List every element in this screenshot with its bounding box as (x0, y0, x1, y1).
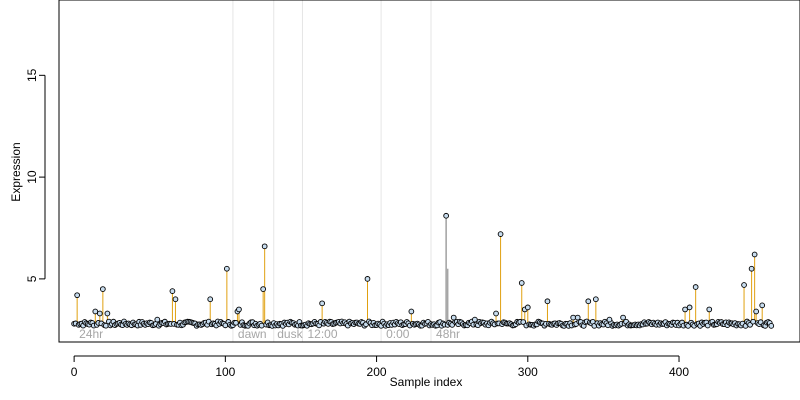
peak-point (620, 314, 626, 321)
peak-point (570, 314, 577, 321)
peak-point (493, 310, 499, 317)
peak-point (706, 306, 713, 313)
peak-point (748, 265, 755, 272)
x-axis: 0 100 200 300 400 (71, 355, 689, 379)
stem-lines (76, 215, 763, 324)
baseline-point (258, 322, 265, 329)
baseline-point (750, 318, 756, 325)
x-tick-label: 100 (215, 365, 235, 379)
vertical-markers (232, 0, 432, 342)
peak-point (104, 310, 111, 317)
annotation-label: dawn (238, 327, 267, 341)
x-tick-label: 200 (367, 365, 387, 379)
peak-point (682, 306, 688, 313)
peak-point (518, 280, 525, 286)
y-tick-label: 5 (25, 275, 39, 282)
peak-point (692, 284, 699, 290)
peak-point (524, 304, 531, 311)
peak-point (224, 265, 230, 272)
peak-point (497, 231, 504, 237)
peak-point (450, 314, 457, 321)
gray-peak-point (443, 212, 449, 219)
time-annotations: 24hr dawn dusk 12:00 0:00 48hr (79, 327, 460, 341)
y-axis: 5 10 15 (25, 68, 46, 282)
peak-point (753, 308, 759, 315)
y-tick-label: 10 (25, 170, 39, 184)
annotation-label: dusk (277, 327, 303, 341)
peak-point (759, 302, 766, 309)
data-points (71, 212, 775, 329)
peak-point (92, 308, 99, 315)
x-tick-label: 400 (669, 365, 689, 379)
peak-point (574, 314, 581, 321)
peak-point (100, 286, 106, 292)
x-tick-label: 0 (71, 365, 78, 379)
peak-point (592, 296, 599, 303)
peak-point (408, 308, 415, 315)
peak-point (686, 304, 693, 311)
peak-point (472, 316, 478, 323)
peak-point (319, 300, 325, 307)
peak-point (606, 316, 613, 323)
annotation-label: 12:00 (307, 327, 337, 341)
plot-frame (58, 0, 800, 343)
peak-point (207, 296, 214, 303)
peak-point (169, 288, 176, 294)
peak-point (236, 306, 242, 313)
peak-point (741, 282, 747, 288)
x-tick-label: 300 (518, 365, 538, 379)
baseline-point (768, 323, 775, 329)
peak-point (364, 276, 371, 282)
peak-point (154, 316, 161, 323)
annotation-label: 24hr (79, 327, 103, 341)
y-axis-title: Expression (9, 142, 23, 201)
peak-point (544, 298, 551, 305)
annotation-label: 0:00 (386, 327, 410, 341)
peak-point (751, 251, 758, 258)
peak-point (74, 292, 80, 299)
peak-point (260, 286, 267, 292)
peak-point (172, 296, 179, 303)
baseline-point (233, 319, 239, 326)
peak-point (261, 243, 268, 250)
annotation-label: 48hr (436, 327, 460, 341)
baseline-point (520, 319, 527, 325)
x-axis-title: Sample index (390, 375, 463, 389)
peak-point (585, 298, 592, 305)
y-tick-label: 15 (25, 68, 39, 82)
peak-point (96, 310, 103, 317)
